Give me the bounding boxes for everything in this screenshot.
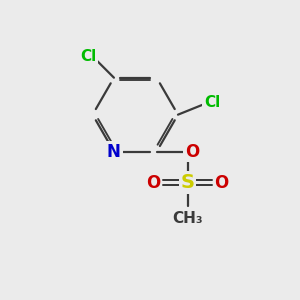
Text: Cl: Cl — [204, 95, 220, 110]
Text: O: O — [146, 174, 161, 192]
Text: Cl: Cl — [80, 49, 96, 64]
Text: N: N — [107, 142, 121, 160]
Text: CH₃: CH₃ — [172, 211, 203, 226]
Text: O: O — [214, 174, 229, 192]
Text: O: O — [185, 142, 200, 160]
Text: S: S — [181, 173, 194, 192]
